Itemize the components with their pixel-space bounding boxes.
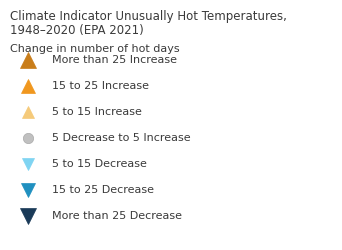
Text: 1948–2020 (EPA 2021): 1948–2020 (EPA 2021) xyxy=(10,24,144,37)
Text: 15 to 25 Increase: 15 to 25 Increase xyxy=(52,81,149,91)
Text: More than 25 Decrease: More than 25 Decrease xyxy=(52,211,182,221)
Text: Change in number of hot days: Change in number of hot days xyxy=(10,44,180,54)
Text: 5 Decrease to 5 Increase: 5 Decrease to 5 Increase xyxy=(52,133,190,143)
Text: 15 to 25 Decrease: 15 to 25 Decrease xyxy=(52,185,154,195)
Text: More than 25 Increase: More than 25 Increase xyxy=(52,55,177,65)
Text: 5 to 15 Increase: 5 to 15 Increase xyxy=(52,107,142,117)
Text: 5 to 15 Decrease: 5 to 15 Decrease xyxy=(52,159,147,169)
Text: Climate Indicator Unusually Hot Temperatures,: Climate Indicator Unusually Hot Temperat… xyxy=(10,10,287,23)
